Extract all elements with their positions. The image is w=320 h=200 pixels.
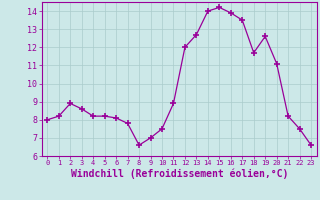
X-axis label: Windchill (Refroidissement éolien,°C): Windchill (Refroidissement éolien,°C) [70, 169, 288, 179]
